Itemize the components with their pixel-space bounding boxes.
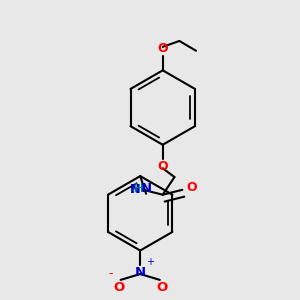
Text: O: O [158,42,168,55]
Text: +: + [146,257,154,267]
Text: O: O [113,281,124,294]
Text: H: H [131,183,140,196]
Text: H: H [134,182,143,195]
Text: O: O [156,281,167,294]
Text: N: N [140,182,152,195]
Text: -: - [109,268,113,281]
Text: O: O [158,160,168,173]
Text: N: N [130,183,140,196]
Text: N: N [135,266,146,279]
Text: O: O [186,181,197,194]
